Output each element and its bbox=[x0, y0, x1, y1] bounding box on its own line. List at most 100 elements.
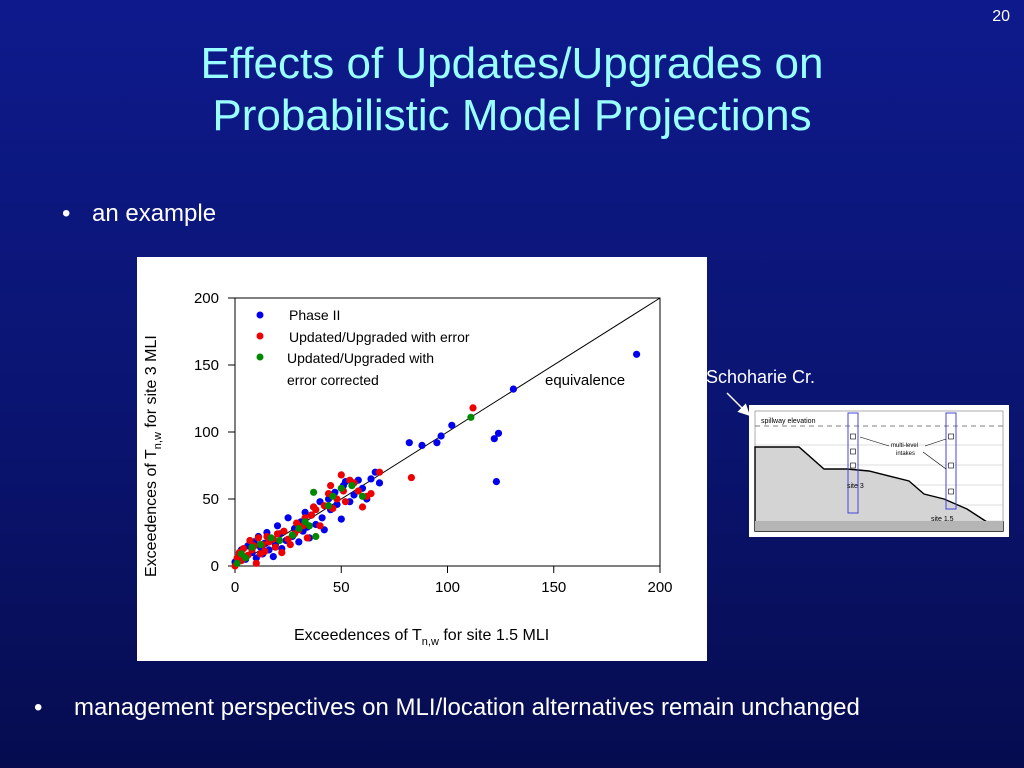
phase2-point bbox=[490, 435, 498, 443]
corrected-point bbox=[337, 484, 345, 492]
legend-marker-error bbox=[256, 332, 264, 340]
equivalence-annotation: equivalence bbox=[545, 372, 625, 389]
error-point bbox=[367, 490, 375, 498]
y-tick-label: 100 bbox=[194, 424, 219, 441]
bullet-marker: • bbox=[34, 694, 43, 721]
corrected-point bbox=[276, 536, 284, 545]
site15-label: site 1.5 bbox=[931, 516, 954, 523]
chart-svg: equivalence 0 50 100 150 200 0 50 100 150 200 Pha… bbox=[143, 290, 673, 648]
corrected-point bbox=[248, 543, 256, 551]
error-point bbox=[327, 482, 335, 490]
y-axis-label: Exceedences of Tn,w for site 3 MLI bbox=[143, 335, 164, 577]
x-axis-label: Exceedences of Tn,w for site 1.5 MLI bbox=[294, 627, 549, 648]
x-tick-label: 150 bbox=[541, 579, 566, 596]
corrected-point bbox=[267, 534, 275, 542]
error-point bbox=[307, 511, 316, 519]
x-tick-label: 0 bbox=[231, 579, 239, 596]
error-point bbox=[469, 404, 477, 412]
phase2-point bbox=[375, 479, 384, 487]
corrected-point bbox=[288, 531, 296, 539]
phase2-point bbox=[492, 478, 500, 486]
title-line-1: Effects of Updates/Upgrades on bbox=[200, 39, 824, 88]
error-point bbox=[271, 543, 279, 551]
reservoir-diagram: spillway elevation multi-level intakes s… bbox=[749, 405, 1009, 537]
diagram-svg: spillway elevation multi-level intakes s… bbox=[754, 410, 1004, 532]
error-point bbox=[303, 534, 311, 542]
error-point bbox=[341, 498, 350, 506]
intakes-label-1: multi-level bbox=[891, 443, 918, 449]
corrected-point bbox=[348, 482, 356, 490]
error-point bbox=[252, 559, 260, 567]
slide-number: 20 bbox=[992, 8, 1010, 25]
legend-label-corrected-1: Updated/Upgraded with bbox=[287, 350, 434, 366]
y-tick-label: 200 bbox=[194, 290, 219, 307]
bullet-marker: • bbox=[62, 200, 71, 227]
error-point bbox=[293, 519, 301, 527]
legend-label-phase2: Phase II bbox=[289, 307, 340, 323]
error-point bbox=[280, 527, 288, 535]
title-line-2: Probabilistic Model Projections bbox=[212, 91, 812, 140]
corrected-point bbox=[256, 541, 265, 549]
error-point bbox=[354, 487, 362, 495]
corrected-point bbox=[329, 492, 337, 500]
intakes-label-2: intakes bbox=[896, 451, 915, 457]
corrected-point bbox=[233, 559, 241, 567]
phase2-point bbox=[494, 429, 503, 437]
error-point bbox=[278, 549, 286, 557]
bullet-example: • an example bbox=[62, 200, 216, 228]
phase2-point bbox=[295, 538, 303, 546]
spillway-label: spillway elevation bbox=[761, 418, 816, 425]
error-point bbox=[273, 530, 282, 538]
corrected-point bbox=[324, 502, 333, 510]
error-point bbox=[312, 506, 320, 514]
corrected-point bbox=[312, 532, 320, 541]
y-tick-label: 50 bbox=[202, 491, 219, 508]
page-title: Effects of Updates/Upgrades on Probabili… bbox=[0, 38, 1024, 142]
bullet-text: an example bbox=[92, 200, 217, 227]
site3-label: site 3 bbox=[847, 483, 864, 490]
phase2-point bbox=[284, 514, 292, 522]
callout-arrow bbox=[726, 392, 751, 417]
corrected-point bbox=[467, 413, 475, 421]
intakes-pointer-right-bottom bbox=[922, 451, 947, 470]
error-point bbox=[286, 541, 294, 549]
error-point bbox=[375, 468, 384, 476]
legend-marker-phase2 bbox=[256, 311, 264, 319]
corrected-point bbox=[295, 524, 303, 533]
error-point bbox=[358, 503, 367, 511]
intake-tower-site15 bbox=[945, 412, 957, 510]
corrected-point bbox=[305, 522, 313, 530]
phase2-point bbox=[318, 514, 326, 522]
corrected-point bbox=[358, 492, 367, 500]
data-points bbox=[231, 350, 641, 570]
phase2-point bbox=[418, 441, 426, 449]
intakes-pointer-left bbox=[859, 436, 890, 447]
axis-ticks: 0 50 100 150 200 0 50 100 150 200 bbox=[194, 290, 673, 596]
intakes-pointer-right-top bbox=[924, 438, 947, 447]
schoharie-label: Schoharie Cr. bbox=[706, 367, 816, 387]
legend-label-corrected-2: error corrected bbox=[287, 372, 379, 388]
error-point bbox=[316, 522, 324, 530]
legend-marker-corrected bbox=[256, 353, 264, 361]
phase2-point bbox=[509, 385, 517, 393]
scatter-chart: equivalence 0 50 100 150 200 0 50 100 150 200 Pha… bbox=[137, 257, 707, 661]
x-tick-label: 200 bbox=[647, 579, 672, 596]
phase2-point bbox=[433, 439, 441, 447]
corrected-point bbox=[242, 554, 250, 562]
intake-tower-site3 bbox=[847, 412, 859, 514]
riverbed bbox=[755, 521, 1003, 531]
bullet-text: management perspectives on MLI/location … bbox=[74, 694, 860, 721]
phase2-point bbox=[633, 350, 641, 358]
legend: Phase II Updated/Upgraded with error Upd… bbox=[256, 307, 470, 388]
x-tick-label: 100 bbox=[435, 579, 460, 596]
error-point bbox=[254, 534, 262, 542]
error-point bbox=[261, 547, 269, 555]
phase2-point bbox=[367, 475, 375, 483]
legend-label-error: Updated/Upgraded with error bbox=[289, 329, 470, 345]
phase2-point bbox=[448, 421, 456, 429]
phase2-point bbox=[273, 522, 282, 530]
y-tick-label: 150 bbox=[194, 357, 219, 374]
phase2-point bbox=[437, 432, 445, 440]
y-tick-label: 0 bbox=[211, 558, 219, 575]
phase2-point bbox=[269, 553, 277, 561]
